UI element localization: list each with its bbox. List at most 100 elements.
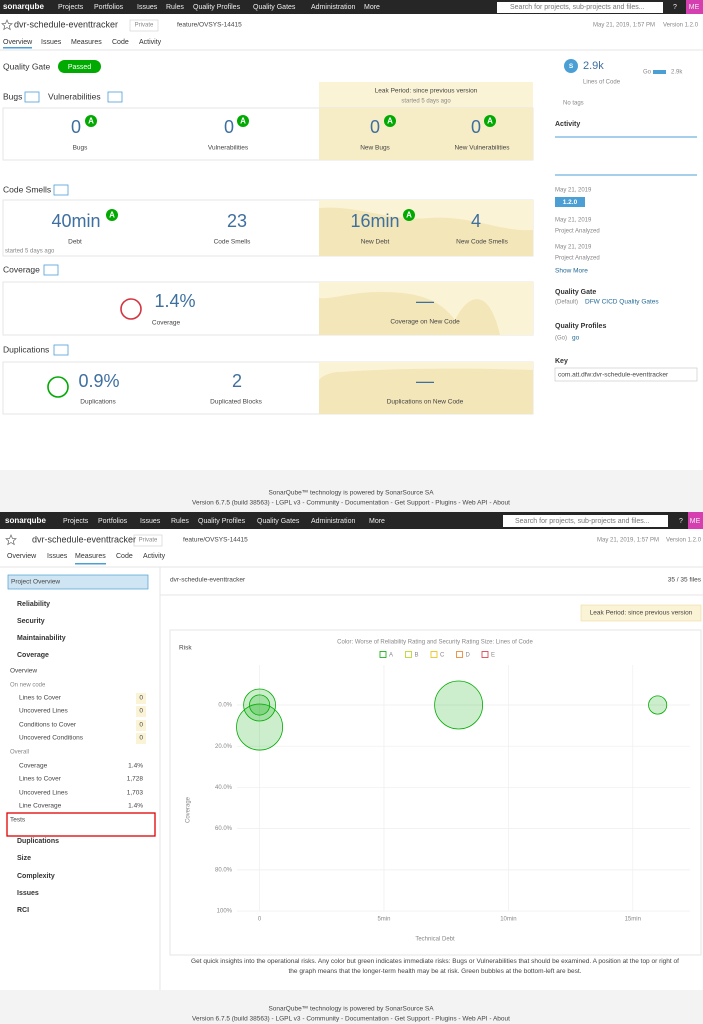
project-overview-link[interactable]: Project Overview (11, 579, 60, 586)
domain-toggle[interactable]: Duplications (17, 838, 59, 845)
measure-value[interactable]: 0 (370, 117, 380, 137)
domain-toggle[interactable]: Coverage (17, 652, 49, 659)
measure-value[interactable]: 4 (471, 211, 481, 231)
domain-toggle[interactable]: Security (17, 618, 45, 625)
sidebar-heading: Quality Gate (555, 289, 596, 296)
show-more-link[interactable]: Show More (555, 268, 588, 275)
branch-selector[interactable]: feature/OVSYS-14415 (183, 537, 248, 544)
metric-label[interactable]: Lines to Cover (19, 776, 62, 783)
link-icon[interactable] (53, 344, 69, 356)
metric-label[interactable]: Coverage (19, 763, 48, 770)
legend-label[interactable]: A (389, 653, 393, 659)
metric-label[interactable]: Conditions to Cover (19, 722, 77, 729)
nav-link[interactable]: Rules (171, 518, 189, 525)
domain-toggle[interactable]: Complexity (17, 873, 55, 880)
help-button[interactable]: ? (673, 4, 677, 11)
domain-toggle[interactable]: Reliability (17, 601, 50, 608)
search-input[interactable]: Search for projects, sub-projects and fi… (515, 518, 650, 525)
measure-value[interactable]: 40min (51, 211, 100, 231)
measure-value[interactable]: 23 (227, 211, 247, 231)
legend-swatch[interactable] (379, 651, 387, 658)
nav-link[interactable]: Quality Gates (253, 4, 296, 11)
tab[interactable]: Overview (3, 39, 33, 46)
measure-value[interactable]: 0 (224, 117, 234, 137)
link-icon[interactable] (53, 184, 69, 196)
measure-value[interactable]: 0.9% (78, 371, 119, 391)
project-name[interactable]: dvr-schedule-eventtracker (14, 19, 118, 29)
tab[interactable]: Issues (47, 553, 68, 560)
nav-link[interactable]: Rules (166, 4, 184, 11)
footer-line: Version 6.7.5 (build 38563) - LGPL v3 - … (192, 500, 510, 507)
measure-value[interactable]: 0 (71, 117, 81, 137)
help-button[interactable]: ? (679, 518, 683, 525)
measure-value[interactable]: 2 (232, 371, 242, 391)
bubble[interactable] (648, 695, 668, 715)
nav-link[interactable]: Portfolios (98, 518, 128, 525)
tab[interactable]: Overview (7, 553, 37, 560)
link-icon[interactable] (24, 91, 40, 103)
link-icon[interactable] (43, 264, 59, 276)
metric-label[interactable]: Line Coverage (19, 803, 62, 810)
measure-value[interactable]: 0 (471, 117, 481, 137)
lines-of-code[interactable]: 2.9k (583, 60, 604, 72)
legend-label[interactable]: C (440, 653, 445, 659)
key-box[interactable] (554, 367, 698, 382)
link-icon[interactable] (107, 91, 123, 103)
nav-link[interactable]: Administration (311, 4, 355, 11)
user-avatar[interactable]: ME (690, 518, 701, 525)
measure-value[interactable]: — (416, 291, 434, 311)
search-box[interactable] (503, 515, 668, 527)
star-icon[interactable] (1, 19, 13, 31)
tab[interactable]: Measures (75, 553, 106, 560)
nav-link[interactable]: More (369, 518, 385, 525)
metric-label[interactable]: Uncovered Conditions (19, 735, 84, 742)
nav-link[interactable]: More (364, 4, 380, 11)
nav-link[interactable]: Projects (63, 518, 89, 525)
tab[interactable]: Measures (71, 39, 102, 46)
search-box[interactable] (497, 2, 663, 13)
search-input[interactable]: Search for projects, sub-projects and fi… (510, 4, 645, 11)
bubble[interactable] (249, 694, 271, 716)
nav-link[interactable]: Quality Profiles (193, 4, 241, 11)
user-avatar[interactable]: ME (689, 4, 700, 11)
legend-label[interactable]: D (466, 653, 471, 659)
bubble[interactable] (243, 688, 276, 722)
branch-selector[interactable]: feature/OVSYS-14415 (177, 22, 242, 29)
star-icon[interactable] (5, 534, 17, 546)
tab[interactable]: Issues (41, 39, 62, 46)
quality-profile-link[interactable]: go (572, 335, 580, 342)
domain-toggle[interactable]: Issues (17, 890, 39, 897)
project-overview-item[interactable] (7, 574, 149, 590)
legend-swatch[interactable] (405, 651, 412, 658)
nav-link[interactable]: Quality Profiles (198, 518, 246, 525)
nav-link[interactable]: Portfolios (94, 4, 124, 11)
quality-gate-link[interactable]: DFW CICD Quality Gates (585, 299, 659, 306)
metric-label[interactable]: Lines to Cover (19, 695, 62, 702)
nav-link[interactable]: Quality Gates (257, 518, 300, 525)
legend-swatch[interactable] (456, 651, 463, 658)
domain-toggle[interactable]: Maintainability (17, 635, 66, 642)
legend-swatch[interactable] (430, 651, 438, 658)
measure-value[interactable]: — (416, 371, 434, 391)
nav-link[interactable]: Administration (311, 518, 355, 525)
legend-swatch[interactable] (481, 651, 489, 658)
tab[interactable]: Activity (143, 553, 166, 560)
bubble[interactable] (434, 680, 484, 730)
metric-label[interactable]: Uncovered Lines (19, 708, 69, 715)
tab[interactable]: Activity (139, 39, 162, 46)
tab[interactable]: Code (112, 39, 129, 46)
nav-link[interactable]: Projects (58, 4, 84, 11)
metric-label[interactable]: Tests (10, 817, 26, 824)
tab[interactable]: Code (116, 553, 133, 560)
nav-link[interactable]: Issues (140, 518, 161, 525)
nav-link[interactable]: Issues (137, 4, 158, 11)
metric-label[interactable]: Uncovered Lines (19, 790, 69, 797)
legend-label[interactable]: B (415, 653, 419, 659)
domain-toggle[interactable]: Size (17, 855, 31, 862)
domain-toggle[interactable]: RCI (17, 907, 29, 914)
measure-value[interactable]: 16min (350, 211, 399, 231)
measure-value[interactable]: 1.4% (154, 291, 195, 311)
legend-label[interactable]: E (491, 653, 495, 659)
project-name[interactable]: dvr-schedule-eventtracker (32, 534, 136, 544)
coverage-overview-link[interactable]: Overview (10, 668, 37, 675)
